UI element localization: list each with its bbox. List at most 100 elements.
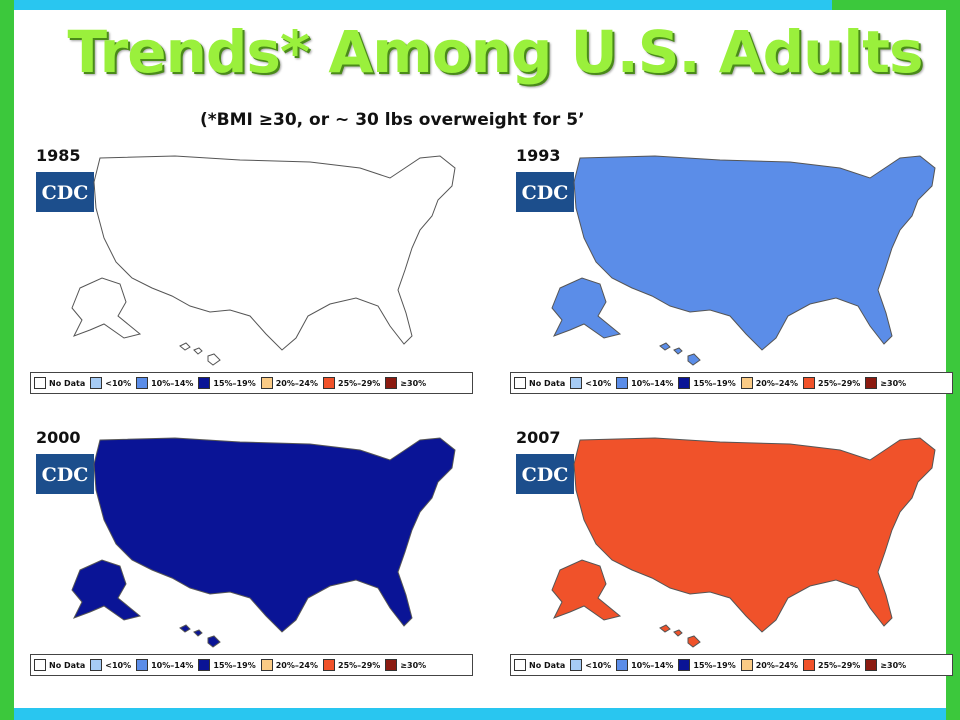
map-panel-1985: 1985 CDC No Data <10% 10%–14% 15%–19% 20%–24% 2… bbox=[30, 138, 475, 400]
legend-label: 10%–14% bbox=[151, 660, 194, 670]
legend-swatch bbox=[385, 659, 398, 671]
alaska-shape bbox=[551, 559, 622, 621]
legend-label: No Data bbox=[49, 378, 86, 388]
legend-item: 10%–14% bbox=[616, 659, 673, 671]
frame-bottom-bar bbox=[14, 708, 946, 720]
legend-item: No Data bbox=[514, 377, 565, 389]
legend-item: 20%–24% bbox=[740, 659, 798, 671]
legend-swatch bbox=[678, 659, 691, 671]
legend-swatch bbox=[136, 377, 149, 389]
legend-swatch bbox=[678, 377, 691, 389]
legend-swatch bbox=[90, 377, 103, 389]
legend-label: ≥30% bbox=[400, 660, 427, 670]
legend-label: 25%–29% bbox=[818, 378, 861, 388]
frame-top-left bbox=[0, 0, 14, 10]
legend-item: No Data bbox=[514, 659, 565, 671]
legend-label: ≥30% bbox=[400, 378, 427, 388]
legend-swatch bbox=[514, 377, 526, 389]
legend-label: ≥30% bbox=[880, 378, 907, 388]
cdc-logo: CDC bbox=[516, 172, 574, 212]
legend-swatch bbox=[865, 659, 878, 671]
legend-item: ≥30% bbox=[385, 659, 426, 671]
legend-swatch bbox=[198, 377, 211, 389]
legend-swatch bbox=[616, 659, 629, 671]
frame-left-bar bbox=[0, 10, 14, 708]
alaska-shape bbox=[551, 277, 622, 339]
us-map bbox=[60, 138, 475, 370]
legend-swatch bbox=[260, 377, 273, 389]
legend-swatch bbox=[136, 659, 149, 671]
legend-item: 15%–19% bbox=[678, 659, 736, 671]
legend-swatch bbox=[323, 377, 335, 389]
contiguous-us-shape bbox=[573, 155, 936, 351]
cdc-logo-text: CDC bbox=[42, 182, 89, 204]
legend-label: No Data bbox=[529, 660, 566, 670]
legend-item: ≥30% bbox=[865, 377, 906, 389]
legend-item: ≥30% bbox=[385, 377, 426, 389]
map-legend: No Data <10% 10%–14% 15%–19% 20%–24% 25%–29% ≥… bbox=[510, 654, 953, 676]
us-map bbox=[60, 420, 475, 652]
map-year-label: 2000 bbox=[36, 428, 81, 447]
map-panel-2007: 2007 CDC No Data <10% 10%–14% 15%–19% 20%–24% 2… bbox=[510, 420, 955, 682]
frame-right-bar bbox=[946, 10, 960, 708]
cdc-logo-text: CDC bbox=[522, 464, 569, 486]
legend-item: ≥30% bbox=[865, 659, 906, 671]
legend-item: 10%–14% bbox=[136, 377, 193, 389]
legend-swatch bbox=[740, 659, 753, 671]
legend-label: 10%–14% bbox=[151, 378, 194, 388]
cdc-logo: CDC bbox=[516, 454, 574, 494]
legend-swatch bbox=[198, 659, 211, 671]
cdc-logo-text: CDC bbox=[42, 464, 89, 486]
cdc-logo: CDC bbox=[36, 454, 94, 494]
legend-item: 15%–19% bbox=[678, 377, 736, 389]
legend-swatch bbox=[90, 659, 103, 671]
legend-swatch bbox=[34, 377, 46, 389]
legend-label: 15%–19% bbox=[213, 660, 256, 670]
map-legend: No Data <10% 10%–14% 15%–19% 20%–24% 25%–29% ≥… bbox=[30, 654, 473, 676]
legend-item: No Data bbox=[34, 377, 85, 389]
map-year-label: 1993 bbox=[516, 146, 561, 165]
legend-label: 15%–19% bbox=[213, 378, 256, 388]
alaska-shape bbox=[71, 277, 142, 339]
legend-label: 20%–24% bbox=[275, 378, 318, 388]
legend-label: 25%–29% bbox=[818, 660, 861, 670]
hawaii-shape bbox=[179, 342, 221, 366]
legend-swatch bbox=[740, 377, 753, 389]
legend-item: <10% bbox=[570, 377, 611, 389]
legend-item: 20%–24% bbox=[260, 659, 318, 671]
frame-top-bar bbox=[14, 0, 832, 10]
legend-swatch bbox=[34, 659, 46, 671]
legend-label: 20%–24% bbox=[755, 378, 798, 388]
hawaii-shape bbox=[659, 624, 701, 648]
legend-label: <10% bbox=[105, 378, 132, 388]
legend-label: <10% bbox=[105, 660, 132, 670]
page-subtitle: (*BMI ≥30, or ~ 30 lbs overweight for 5’ bbox=[200, 110, 585, 130]
legend-label: 25%–29% bbox=[338, 378, 381, 388]
frame-bottom-left bbox=[0, 708, 14, 720]
map-year-label: 2007 bbox=[516, 428, 561, 447]
map-panel-1993: 1993 CDC No Data <10% 10%–14% 15%–19% 20%–24% 2… bbox=[510, 138, 955, 400]
legend-label: <10% bbox=[585, 378, 612, 388]
legend-label: No Data bbox=[49, 660, 86, 670]
legend-swatch bbox=[803, 659, 815, 671]
legend-label: No Data bbox=[529, 378, 566, 388]
legend-item: 10%–14% bbox=[616, 377, 673, 389]
legend-item: 15%–19% bbox=[198, 659, 256, 671]
legend-swatch bbox=[865, 377, 878, 389]
hawaii-shape bbox=[659, 342, 701, 366]
legend-label: 20%–24% bbox=[275, 660, 318, 670]
map-panel-2000: 2000 CDC No Data <10% 10%–14% 15%–19% 20%–24% 2… bbox=[30, 420, 475, 682]
legend-swatch bbox=[260, 659, 273, 671]
legend-item: 20%–24% bbox=[740, 377, 798, 389]
legend-swatch bbox=[803, 377, 815, 389]
legend-label: <10% bbox=[585, 660, 612, 670]
legend-item: <10% bbox=[90, 377, 131, 389]
page-title: Trends* Among U.S. Adults bbox=[67, 18, 923, 86]
map-year-label: 1985 bbox=[36, 146, 81, 165]
us-map bbox=[540, 138, 955, 370]
legend-item: 10%–14% bbox=[136, 659, 193, 671]
legend-item: 25%–29% bbox=[803, 377, 860, 389]
legend-label: 25%–29% bbox=[338, 660, 381, 670]
legend-item: 25%–29% bbox=[323, 659, 380, 671]
legend-item: 25%–29% bbox=[803, 659, 860, 671]
